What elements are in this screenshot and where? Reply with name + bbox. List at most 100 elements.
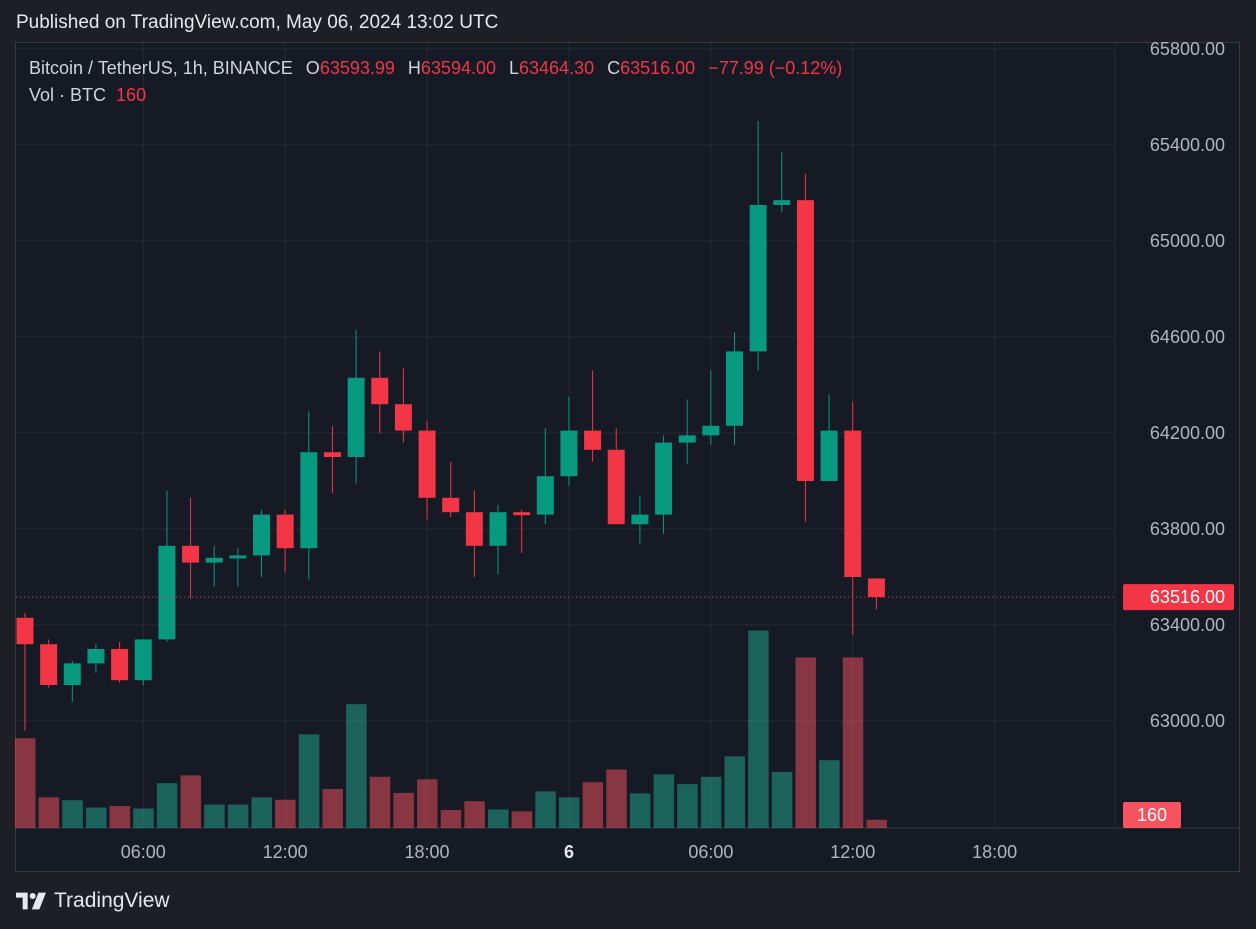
candle-body[interactable] — [442, 497, 460, 513]
volume-bar — [748, 630, 769, 828]
volume-bar — [156, 783, 178, 828]
volume-bar — [298, 734, 320, 828]
published-header: Published on TradingView.com, May 06, 20… — [16, 12, 499, 33]
high-value: 63594.00 — [420, 58, 496, 78]
candle-body[interactable] — [40, 644, 58, 685]
candle-body[interactable] — [631, 514, 649, 525]
volume-bar — [771, 771, 793, 828]
candle-body[interactable] — [418, 430, 436, 498]
candle-body[interactable] — [726, 351, 743, 426]
candle-body[interactable] — [749, 205, 767, 352]
volume-bar — [322, 789, 343, 828]
brand-label: TradingView — [54, 889, 170, 912]
candle-body[interactable] — [796, 200, 814, 481]
volume-label: Vol · BTC — [29, 85, 107, 105]
time-tick-label: 6 — [564, 842, 574, 862]
volume-bar — [819, 760, 840, 828]
candle-body[interactable] — [63, 663, 81, 685]
volume-bar — [251, 797, 272, 828]
candle-body[interactable] — [394, 404, 412, 431]
candle-body[interactable] — [465, 512, 483, 546]
volume-bar — [629, 793, 651, 828]
candle-body[interactable] — [489, 512, 507, 546]
candle-body[interactable] — [371, 377, 389, 405]
candle-body[interactable] — [655, 442, 673, 515]
price-tick-label: 63400.00 — [1150, 615, 1225, 635]
tradingview-logo[interactable]: TradingView — [16, 889, 170, 913]
price-tick-label: 65400.00 — [1150, 135, 1225, 155]
price-tick-label: 63000.00 — [1150, 711, 1225, 731]
candle-body[interactable] — [276, 514, 294, 549]
candle-body[interactable] — [16, 617, 34, 645]
volume-bar — [62, 800, 83, 828]
candle-body[interactable] — [867, 578, 885, 598]
time-tick-label: 12:00 — [830, 842, 875, 862]
candle-body[interactable] — [844, 430, 862, 577]
candle-body[interactable] — [229, 555, 247, 559]
volume-bar — [85, 807, 107, 828]
symbol-label[interactable]: Bitcoin / TetherUS, 1h, BINANCE — [29, 58, 293, 78]
candle-body[interactable] — [158, 545, 176, 640]
price-tick-label: 63800.00 — [1150, 519, 1225, 539]
time-tick-label: 18:00 — [405, 842, 450, 862]
volume-bar — [417, 779, 438, 828]
volume-bar — [227, 804, 249, 828]
price-tick-label: 65800.00 — [1150, 39, 1225, 59]
open-value: 63593.99 — [319, 58, 395, 78]
candle-body[interactable] — [134, 639, 152, 681]
volume-bar — [606, 769, 627, 828]
candle-body[interactable] — [560, 430, 578, 477]
chart-frame[interactable] — [15, 42, 1240, 872]
volume-bar — [724, 756, 745, 828]
price-tick-label: 64200.00 — [1150, 423, 1225, 443]
volume-bar — [582, 782, 604, 828]
volume-bar — [488, 809, 509, 828]
candle-body[interactable] — [300, 452, 318, 549]
volume-bar — [38, 797, 60, 828]
time-tick-label: 06:00 — [121, 842, 166, 862]
volume-bar — [369, 776, 391, 828]
volume-bar — [842, 657, 864, 828]
volume-legend: Vol · BTC 160 — [29, 85, 146, 106]
volume-bar — [535, 791, 556, 828]
candle-body[interactable] — [820, 430, 838, 481]
candle-body[interactable] — [111, 649, 129, 681]
volume-bar — [180, 775, 202, 828]
volume-bar — [866, 819, 887, 828]
time-tick-label: 18:00 — [972, 842, 1017, 862]
open-label: O — [305, 58, 320, 78]
candle-body[interactable] — [347, 377, 365, 457]
volume-bar — [393, 792, 414, 828]
low-label: L — [509, 58, 520, 78]
ohlc-legend: Bitcoin / TetherUS, 1h, BINANCE O63593.9… — [29, 58, 842, 79]
volume-bar — [440, 809, 462, 828]
candle-body[interactable] — [702, 425, 720, 436]
candle-body[interactable] — [513, 512, 531, 516]
candle-body[interactable] — [205, 557, 223, 563]
candle-body[interactable] — [678, 435, 696, 443]
volume-bar — [653, 774, 675, 828]
candle-body[interactable] — [87, 649, 105, 664]
change-value: −77.99 (−0.12%) — [708, 58, 843, 78]
candle-body[interactable] — [773, 200, 791, 205]
volume-bar — [677, 784, 698, 828]
candle-body[interactable] — [584, 430, 602, 450]
candle-body[interactable] — [323, 452, 341, 457]
volume-bar — [133, 808, 154, 828]
volume-bar — [558, 797, 580, 828]
high-label: H — [407, 58, 421, 78]
tradingview-logo-icon — [16, 892, 46, 910]
low-value: 63464.30 — [519, 58, 595, 78]
candle-body[interactable] — [607, 449, 625, 525]
close-label: C — [607, 58, 621, 78]
price-tick-label: 64600.00 — [1150, 327, 1225, 347]
candle-body[interactable] — [182, 545, 200, 563]
volume-bar — [700, 776, 722, 828]
time-tick-label: 06:00 — [688, 842, 733, 862]
candle-body[interactable] — [253, 514, 270, 556]
last-volume-tag — [1123, 802, 1181, 828]
volume-bar — [795, 657, 816, 828]
volume-bar — [346, 704, 367, 828]
candle-body[interactable] — [536, 476, 554, 515]
